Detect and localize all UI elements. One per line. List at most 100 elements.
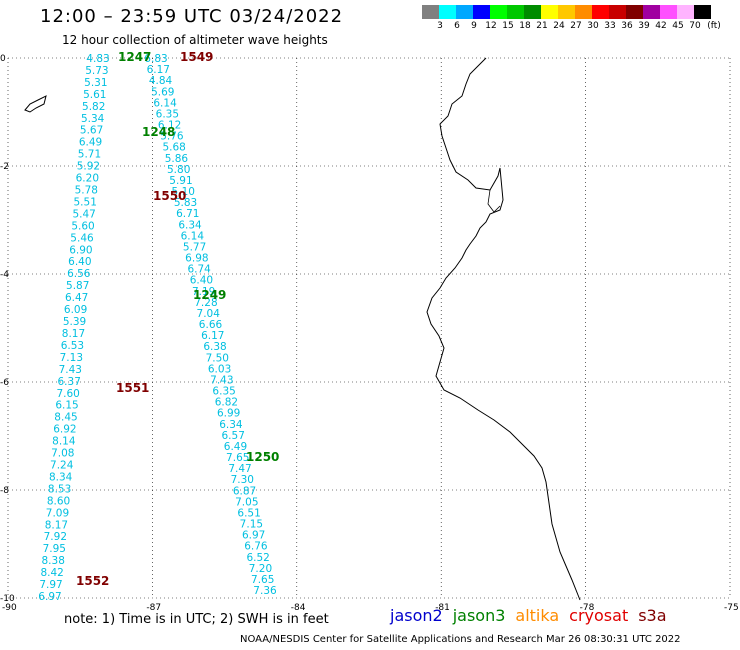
wave-height-value: 6.14	[181, 230, 205, 242]
wave-height-value: 6.34	[178, 219, 202, 231]
wave-height-value: 5.80	[167, 164, 190, 176]
axis-tick-labels: -90 -87 -84 -81 -78 -75 0 -2 -4 -6 -8 -10	[0, 54, 739, 613]
legend-labels: 3 6 9 12 15 18 21 24 27 30 33 36 39 42 45 70 (ft)	[422, 19, 740, 33]
lon-tick-label: -78	[580, 603, 595, 613]
wave-height-value: 6.97	[38, 591, 61, 603]
wave-height-value: 7.28	[194, 297, 217, 309]
legend-label: 70	[689, 21, 701, 31]
wave-height-value: 6.17	[201, 330, 224, 342]
wave-height-value: 7.20	[249, 563, 272, 575]
legend-swatch	[507, 5, 524, 19]
wave-height-value: 6.37	[58, 376, 81, 388]
legend-swatch	[626, 5, 643, 19]
wave-height-value: 6.49	[224, 441, 247, 453]
wave-height-value: 5.73	[85, 65, 108, 77]
lon-tick-label: -84	[291, 603, 306, 613]
wave-height-value: 6.82	[215, 397, 238, 409]
wave-height-value: 5.10	[172, 186, 195, 198]
legend-swatch	[524, 5, 541, 19]
wave-height-value: 8.60	[47, 495, 70, 507]
lat-tick-label: -6	[0, 378, 9, 388]
legend-swatch	[609, 5, 626, 19]
wave-height-value: 5.76	[160, 131, 184, 143]
wave-height-value: 7.43	[210, 374, 233, 386]
wave-height-value: 5.78	[75, 185, 98, 197]
wave-height-value: 6.09	[64, 304, 87, 316]
wave-height-value: 8.17	[62, 328, 85, 340]
wave-height-value: 5.77	[183, 241, 206, 253]
legend-swatch	[575, 5, 592, 19]
lon-tick-label: -90	[2, 603, 17, 613]
wave-height-value: 6.35	[212, 386, 235, 398]
wave-height-value: 5.31	[84, 77, 107, 89]
wave-height-value: 7.97	[39, 579, 62, 591]
legend-label: 36	[621, 21, 633, 31]
wave-height-value: 5.47	[72, 208, 95, 220]
map-subtitle: 12 hour collection of altimeter wave hei…	[62, 33, 328, 47]
wave-height-value: 6.12	[158, 120, 181, 132]
pass-time-label: 1551	[116, 381, 149, 395]
wave-height-value: 6.20	[76, 173, 99, 185]
legend-swatch	[541, 5, 558, 19]
wave-height-value: 5.87	[66, 280, 89, 292]
wave-height-value: 8.14	[52, 436, 76, 448]
wave-height-value: 6.71	[176, 208, 199, 220]
lat-tick-label: -2	[0, 162, 9, 172]
legend-swatch	[439, 5, 456, 19]
wave-height-legend: 3 6 9 12 15 18 21 24 27 30 33 36 39 42 45 70 (ft)	[422, 5, 740, 33]
wave-height-value: 5.46	[70, 232, 94, 244]
wave-height-value: 8.53	[48, 483, 71, 495]
wave-height-value: 5.60	[71, 220, 94, 232]
wave-height-value: 5.69	[151, 86, 174, 98]
wave-height-value: 6.83	[144, 53, 167, 65]
wave-height-value: 6.57	[222, 430, 245, 442]
wave-height-value: 8.17	[45, 519, 68, 531]
satellite-name: altika	[515, 606, 560, 625]
credit-line: NOAA/NESDIS Center for Satellite Applica…	[240, 634, 681, 645]
legend-label: 18	[519, 21, 531, 31]
wave-height-value: 5.92	[77, 161, 100, 173]
legend-color-bar	[422, 5, 740, 19]
wave-height-value: 5.83	[174, 197, 197, 209]
wave-height-value: 4.83	[86, 53, 109, 65]
legend-swatch	[473, 5, 490, 19]
wave-height-value: 6.38	[203, 341, 226, 353]
lat-tick-label: -8	[0, 486, 9, 496]
wave-height-value: 8.34	[49, 471, 73, 483]
legend-label: 6	[454, 21, 460, 31]
wave-height-value: 7.19	[192, 286, 215, 298]
wave-height-value: 6.49	[79, 137, 102, 149]
satellite-name: cryosat	[569, 606, 629, 625]
pass-time-label: 1552	[76, 574, 109, 588]
legend-label: 3	[437, 21, 443, 31]
wave-height-value: 7.05	[235, 496, 258, 508]
wave-height-value: 6.90	[69, 244, 92, 256]
wave-height-value: 6.40	[68, 256, 91, 268]
wave-height-value: 6.92	[53, 424, 76, 436]
wave-height-value: 6.56	[67, 268, 91, 280]
wave-height-value: 6.47	[65, 292, 88, 304]
wave-height-value: 6.74	[187, 264, 211, 276]
map-grid	[7, 57, 731, 599]
wave-height-value: 6.15	[55, 400, 78, 412]
wave-height-value: 7.92	[44, 531, 67, 543]
legend-swatch	[660, 5, 677, 19]
lat-tick-label: 0	[0, 54, 6, 64]
wave-height-value: 7.04	[197, 308, 221, 320]
wave-height-value: 7.50	[206, 352, 229, 364]
footer-note: note: 1) Time is in UTC; 2) SWH is in fe…	[64, 612, 329, 627]
wave-height-value: 7.13	[60, 352, 83, 364]
satellite-legend: jason2 jason3 altika cryosat s3a	[390, 606, 677, 625]
wave-height-value: 6.40	[190, 275, 213, 287]
wave-height-value: 6.51	[237, 507, 260, 519]
wave-height-value: 5.34	[81, 113, 105, 125]
wave-height-value: 7.36	[253, 585, 277, 597]
pass-time-label: 1249	[193, 288, 226, 302]
wave-height-value: 7.24	[50, 459, 74, 471]
wave-height-value: 7.09	[46, 507, 69, 519]
legend-label: 33	[604, 21, 616, 31]
island	[24, 95, 47, 113]
wave-height-value: 5.67	[80, 125, 103, 137]
map-title: 12:00 – 23:59 UTC 03/24/2022	[40, 6, 344, 27]
